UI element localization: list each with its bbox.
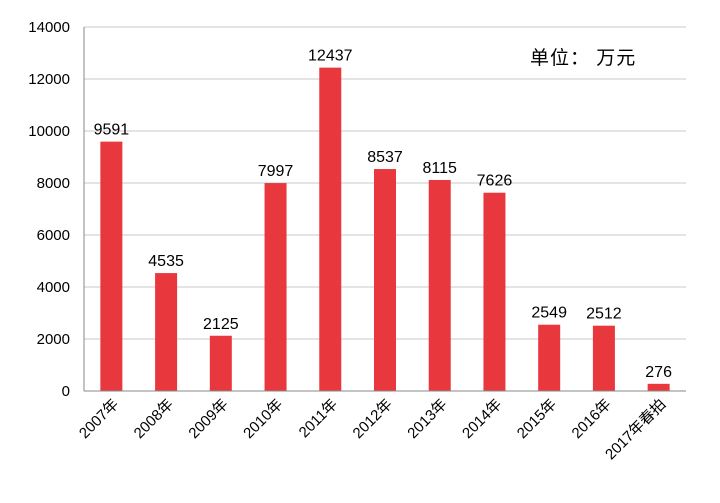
bar <box>264 183 287 391</box>
data-label: 2549 <box>531 305 567 322</box>
x-tick-label: 2016年 <box>569 396 615 442</box>
data-label: 7626 <box>477 173 513 190</box>
y-tick-label: 6000 <box>37 227 70 244</box>
bar <box>428 180 451 391</box>
data-label: 7997 <box>258 163 294 180</box>
x-tick-label: 2012年 <box>350 396 396 442</box>
bar <box>374 169 396 391</box>
bar <box>592 325 615 391</box>
bar <box>319 67 342 391</box>
x-tick-label: 2010年 <box>240 396 286 442</box>
bar <box>209 335 232 391</box>
y-tick-label: 8000 <box>37 175 70 192</box>
bar <box>483 192 506 391</box>
x-tick-label: 2009年 <box>185 396 231 442</box>
data-label: 4535 <box>148 253 184 270</box>
data-labels: 9591 4535 2125 7997 12437 8537 8115 7626 2549 251… <box>94 48 673 381</box>
x-tick-label: 2013年 <box>404 396 450 442</box>
y-axis-ticks: 0 2000 4000 6000 8000 10000 12000 14000 <box>28 19 70 400</box>
y-tick-label: 4000 <box>37 279 70 296</box>
data-label: 2125 <box>203 316 239 333</box>
data-label: 8115 <box>423 160 458 177</box>
x-tick-label: 2011年 <box>296 396 341 441</box>
data-label: 12437 <box>308 48 353 65</box>
x-tick-label: 2014年 <box>459 396 505 442</box>
unit-label: 单位： 万元 <box>530 47 636 69</box>
x-tick-label: 2007年 <box>76 396 122 442</box>
data-label: 276 <box>645 364 672 381</box>
bars <box>100 67 670 391</box>
x-axis-labels: 2007年 2008年 2009年 2010年 2011年 2012年 2013年 2014年… <box>76 396 669 463</box>
data-label: 2512 <box>586 306 622 323</box>
data-label: 9591 <box>94 122 130 139</box>
bar <box>100 141 123 391</box>
data-label: 8537 <box>367 149 403 166</box>
y-tick-label: 12000 <box>28 71 70 88</box>
y-tick-label: 2000 <box>37 331 70 348</box>
bar <box>538 324 561 391</box>
y-tick-label: 14000 <box>28 19 70 36</box>
y-tick-label: 0 <box>62 383 70 400</box>
y-tick-label: 10000 <box>28 123 70 140</box>
x-tick-label: 2008年 <box>131 396 177 442</box>
x-tick-label: 2015年 <box>514 396 560 442</box>
bar <box>155 273 178 391</box>
bar <box>647 383 670 391</box>
